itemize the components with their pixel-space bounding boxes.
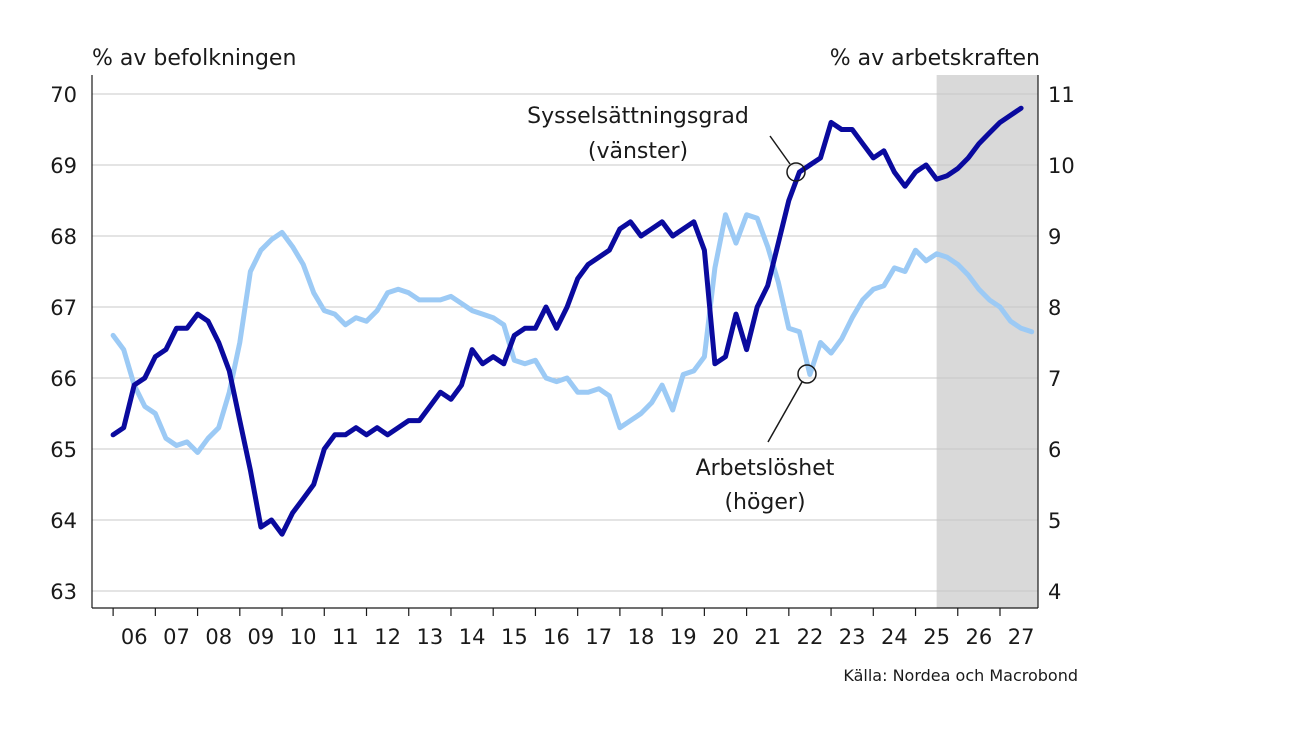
annotation-unemployment-line1: Arbetslöshet	[696, 456, 835, 481]
right-tick-label: 4	[1048, 580, 1061, 604]
x-tick-label: 16	[543, 625, 570, 649]
left-tick-label: 67	[50, 296, 77, 320]
annotation-employment-line1: Sysselsättningsgrad	[527, 104, 749, 129]
x-tick-label: 09	[248, 625, 275, 649]
annotation-employment-line2: (vänster)	[588, 139, 688, 164]
axes	[91, 75, 1039, 609]
x-tick-label: 21	[754, 625, 781, 649]
x-tick-label: 15	[501, 625, 528, 649]
x-tick-label: 08	[205, 625, 232, 649]
x-tick-label: 11	[332, 625, 359, 649]
left-tick-label: 69	[50, 154, 77, 178]
right-tick-label: 8	[1048, 296, 1061, 320]
annotation-employment-leader	[769, 135, 791, 165]
right-tick-label: 9	[1048, 225, 1061, 249]
right-axis-ticks: 4 5 6 7 8 9 10 11	[1048, 83, 1075, 604]
x-tick-label: 14	[459, 625, 486, 649]
right-tick-label: 11	[1048, 83, 1075, 107]
annotation-unemployment-line2: (höger)	[724, 490, 805, 515]
x-tick-label: 18	[628, 625, 655, 649]
left-tick-label: 66	[50, 367, 77, 391]
x-tick-label: 22	[797, 625, 824, 649]
x-tick-label: 23	[839, 625, 866, 649]
left-axis-ticks: 63 64 65 66 67 68 69 70	[50, 83, 77, 604]
right-tick-label: 6	[1048, 438, 1061, 462]
x-tick-label: 10	[290, 625, 317, 649]
x-tick-label: 06	[121, 625, 148, 649]
x-tick-label: 24	[881, 625, 908, 649]
x-tick-label: 25	[923, 625, 950, 649]
x-tick-label: 19	[670, 625, 697, 649]
series-line-unemployment	[110, 212, 1035, 455]
left-axis-title: % av befolkningen	[92, 46, 296, 71]
left-tick-label: 64	[50, 509, 77, 533]
left-tick-label: 70	[50, 83, 77, 107]
annotation-unemployment-marker	[797, 364, 817, 384]
source-note: Källa: Nordea och Macrobond	[843, 666, 1078, 685]
series-line-employment	[110, 105, 1024, 537]
x-tick-label: 13	[416, 625, 443, 649]
right-tick-label: 10	[1048, 154, 1075, 178]
x-axis-ticks: 06 07 08 09 10 11 12 13 14 15 16 17 18 19 20 21 22 23 24 25…	[112, 608, 1035, 649]
x-tick-label: 17	[585, 625, 612, 649]
annotation-employment-marker	[786, 162, 806, 182]
right-tick-label: 7	[1048, 367, 1061, 391]
right-tick-label: 5	[1048, 509, 1061, 533]
x-tick-label: 27	[1008, 625, 1035, 649]
left-tick-label: 68	[50, 225, 77, 249]
x-tick-label: 26	[966, 625, 993, 649]
left-tick-label: 63	[50, 580, 77, 604]
right-axis-title: % av arbetskraften	[830, 46, 1040, 71]
x-tick-label: 07	[163, 625, 190, 649]
forecast-shade	[936, 75, 1038, 608]
annotation-unemployment-leader	[767, 381, 803, 443]
grid	[92, 93, 1038, 592]
x-tick-label: 20	[712, 625, 739, 649]
x-tick-label: 12	[374, 625, 401, 649]
left-tick-label: 65	[50, 438, 77, 462]
